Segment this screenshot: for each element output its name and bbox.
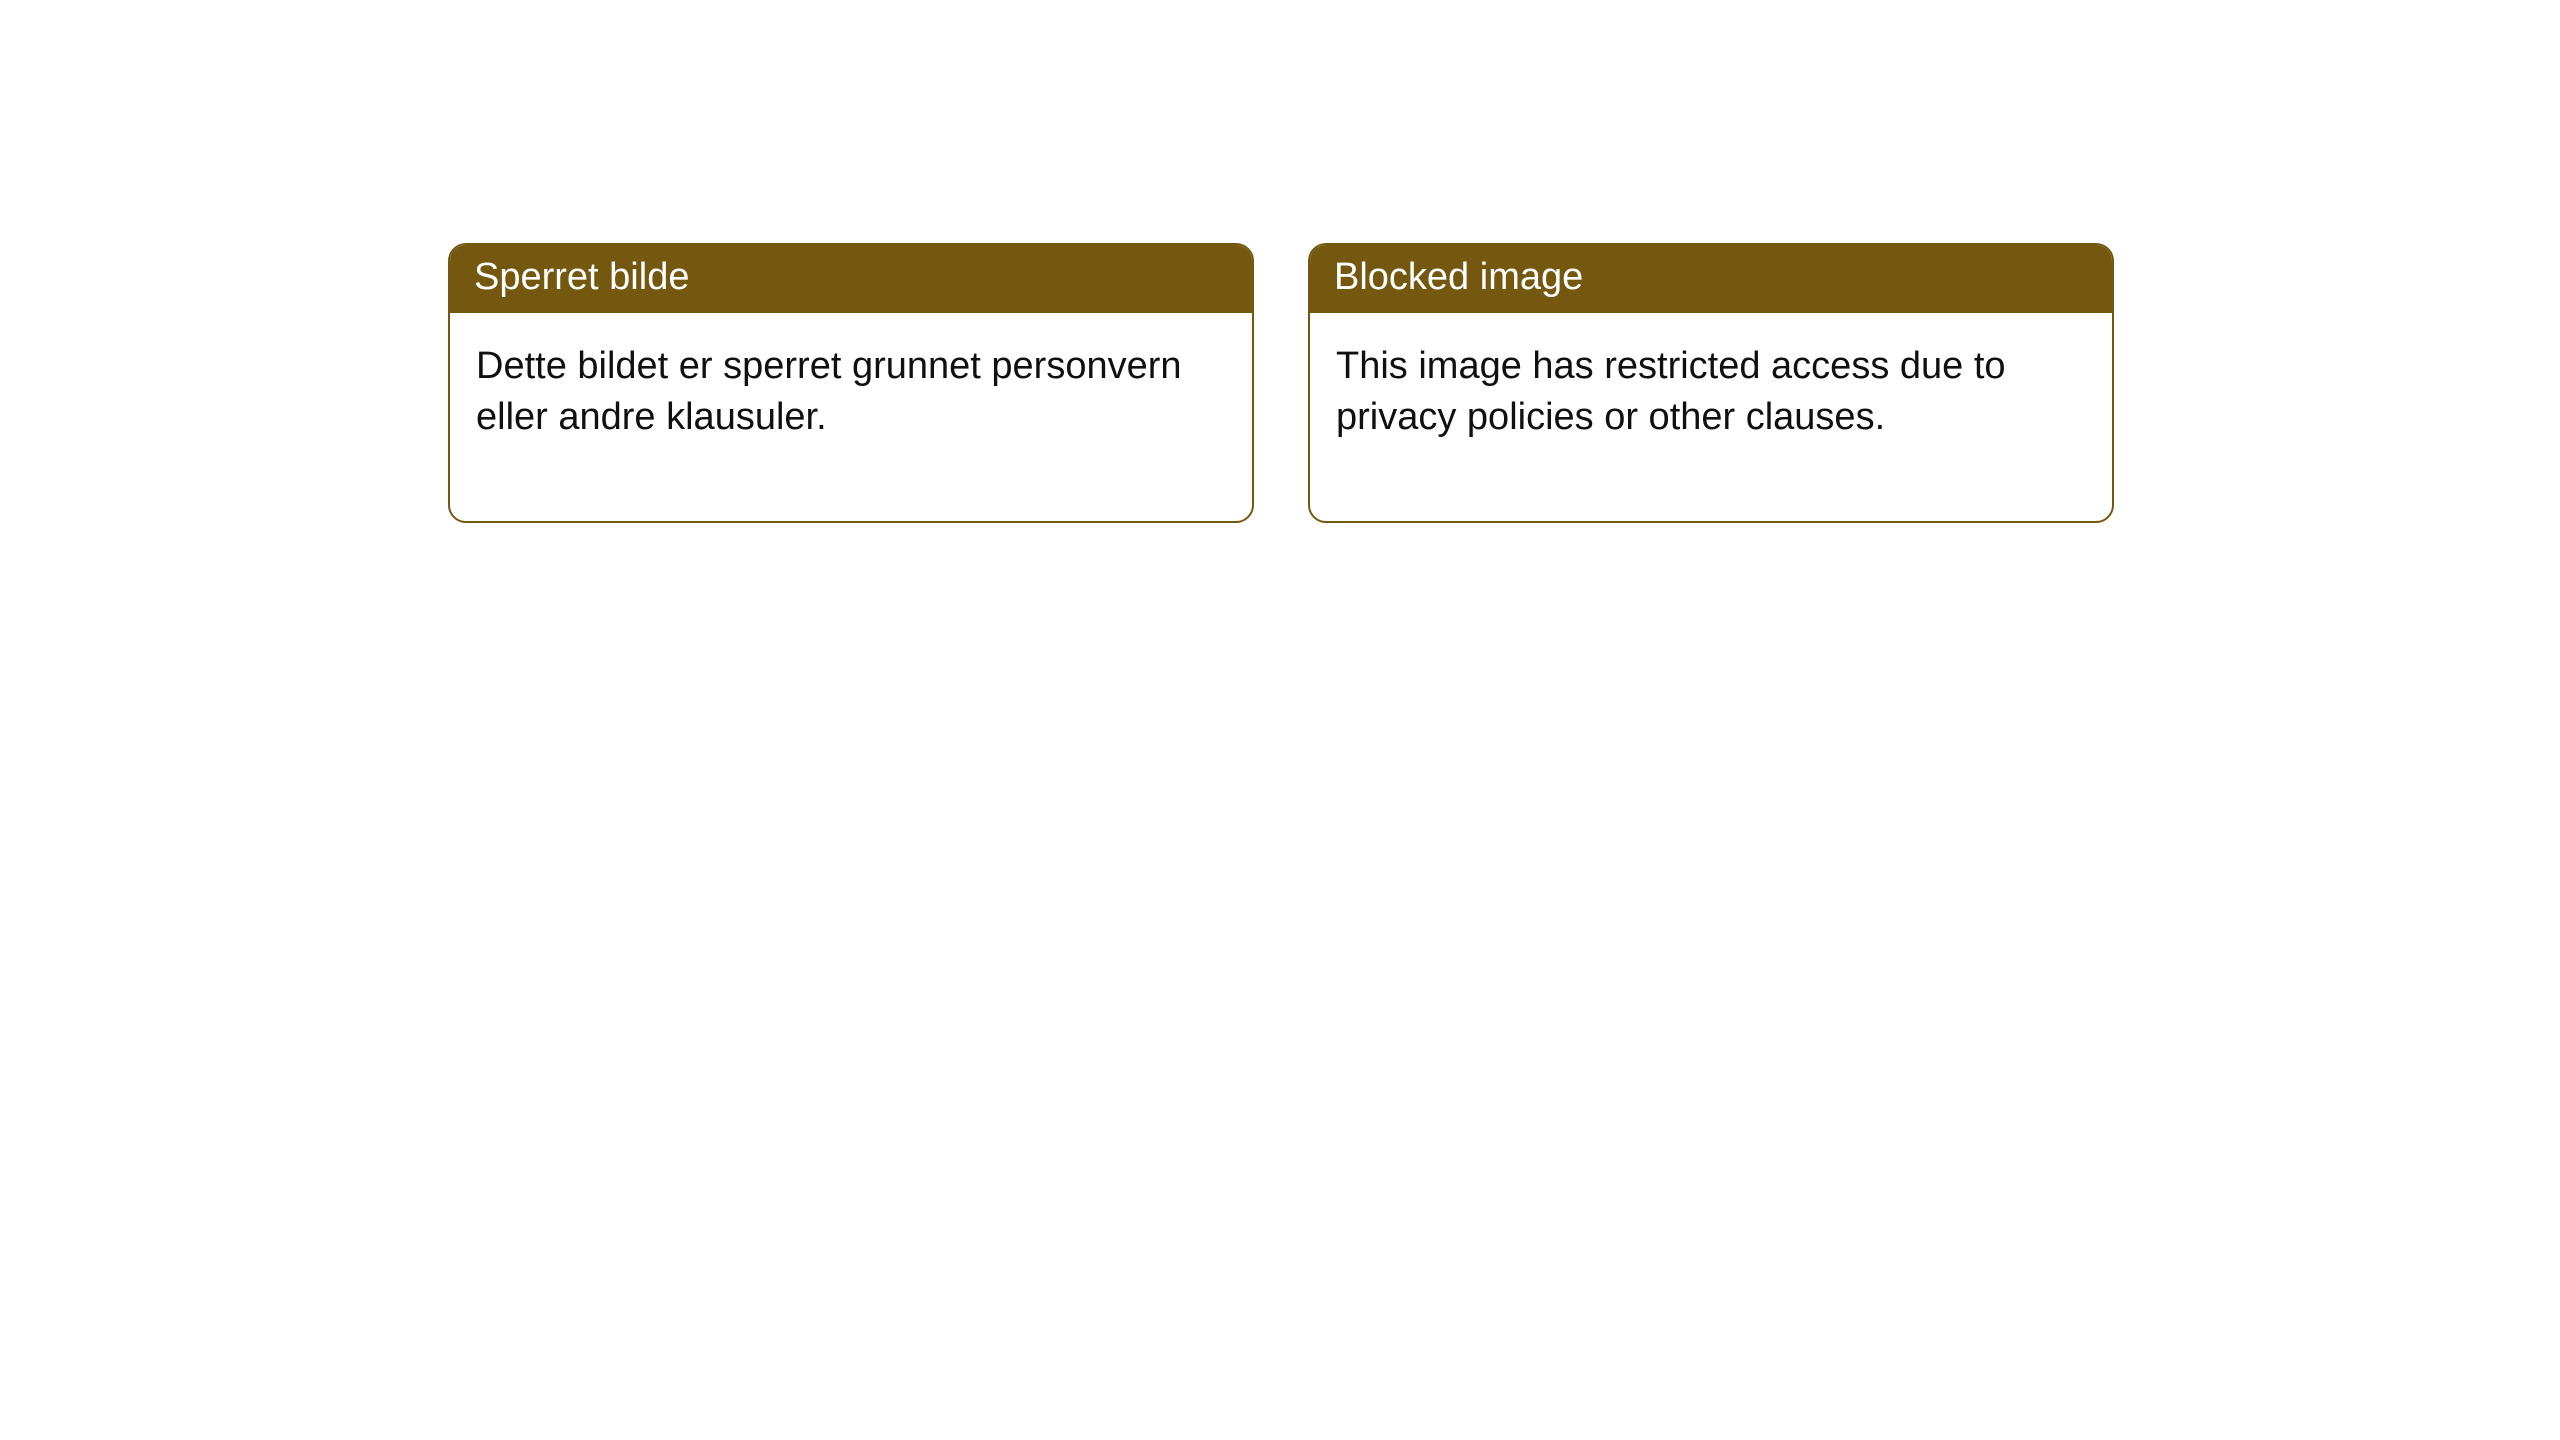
notice-cards-row: Sperret bilde Dette bildet er sperret gr… [0, 0, 2560, 523]
notice-card-en: Blocked image This image has restricted … [1308, 243, 2114, 523]
notice-card-en-body: This image has restricted access due to … [1310, 313, 2112, 522]
notice-card-no-body: Dette bildet er sperret grunnet personve… [450, 313, 1252, 522]
notice-card-no-title: Sperret bilde [450, 245, 1252, 313]
notice-card-en-title: Blocked image [1310, 245, 2112, 313]
notice-card-no: Sperret bilde Dette bildet er sperret gr… [448, 243, 1254, 523]
